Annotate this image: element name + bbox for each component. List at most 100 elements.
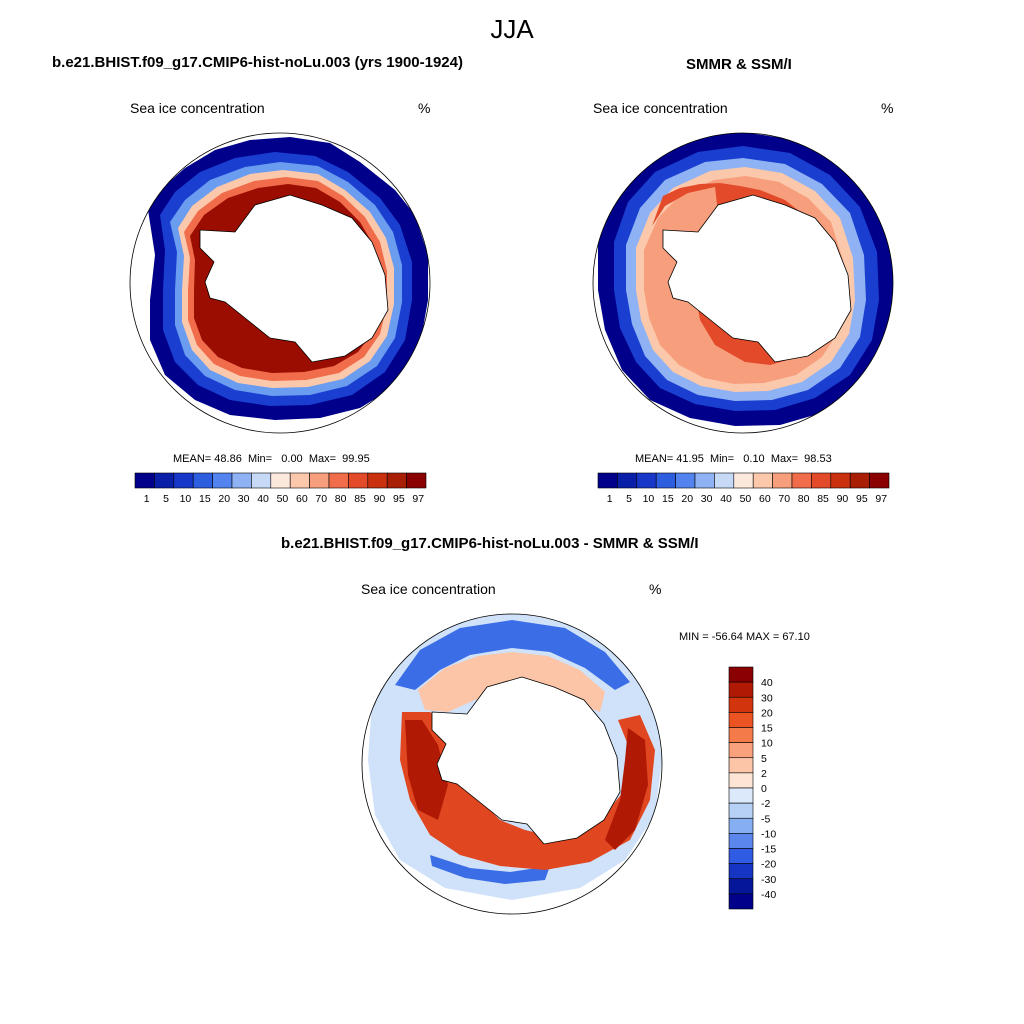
colorbar-tick-label: -15	[761, 844, 776, 856]
colorbar-swatch	[728, 893, 754, 910]
colorbar-tick-label: -40	[761, 889, 776, 901]
colorbar-swatch	[733, 472, 754, 489]
colorbar-swatch	[728, 848, 754, 864]
colorbar-tick-label: 15	[199, 493, 211, 505]
colorbar-swatch	[772, 472, 793, 489]
colorbar-tick-label: 10	[643, 493, 655, 505]
colorbar-tick-label: 5	[626, 493, 632, 505]
colorbar-swatch	[655, 472, 676, 489]
colorbar-swatch	[192, 472, 213, 489]
panel2-stats: MEAN= 41.95 Min= 0.10 Max= 98.53	[635, 453, 832, 465]
colorbar-swatch	[251, 472, 272, 489]
colorbar-tick-label: 10	[180, 493, 192, 505]
colorbar-swatch	[617, 472, 638, 489]
panel1-antarctica	[199, 194, 389, 363]
panel2-map-boundary	[592, 132, 894, 434]
panel3-stats: MIN = -56.64 MAX = 67.10	[679, 631, 810, 643]
panel1-map-boundary	[129, 132, 431, 434]
map-contour-region	[395, 620, 630, 690]
colorbar-swatch	[367, 472, 388, 489]
map-contour-region	[430, 855, 550, 884]
colorbar-tick-label: 10	[761, 738, 773, 750]
colorbar-tick-label: 5	[163, 493, 169, 505]
colorbar-swatch	[728, 681, 754, 698]
colorbar-swatch	[830, 472, 851, 489]
colorbar-swatch	[728, 802, 754, 819]
colorbar-swatch	[386, 472, 407, 489]
colorbar-tick-label: -30	[761, 874, 776, 886]
colorbar-tick-label: -20	[761, 859, 776, 871]
colorbar-swatch	[869, 472, 890, 489]
colorbar-swatch	[134, 472, 155, 489]
colorbar-tick-label: 20	[681, 493, 693, 505]
colorbar-swatch	[728, 727, 754, 743]
colorbar-swatch	[728, 863, 754, 880]
map-contour-region	[405, 720, 448, 820]
colorbar-tick-label: 80	[335, 493, 347, 505]
colorbar-swatch	[728, 742, 754, 759]
panel3-map-boundary	[361, 613, 663, 915]
figure-title: JJA	[490, 14, 534, 44]
colorbar-tick-label: 40	[720, 493, 732, 505]
colorbar-swatch	[849, 472, 870, 489]
colorbar-tick-label: 80	[798, 493, 810, 505]
panel2-antarctica	[662, 194, 852, 363]
colorbar-swatch	[752, 472, 773, 489]
colorbar-tick-label: 95	[393, 493, 405, 505]
panel2-variable-label: Sea ice concentration	[593, 100, 728, 116]
colorbar-tick-label: 30	[238, 493, 250, 505]
colorbar-tick-label: 20	[218, 493, 230, 505]
colorbar-swatch	[289, 472, 310, 489]
map-contour-region	[605, 728, 648, 850]
colorbar-swatch	[728, 817, 754, 834]
colorbar-tick-label: 5	[761, 753, 767, 765]
panel3-variable-label: Sea ice concentration	[361, 581, 496, 597]
colorbar-swatch	[231, 472, 252, 489]
colorbar-swatch	[728, 878, 754, 895]
colorbar-swatch	[636, 472, 657, 489]
colorbar-swatch	[728, 787, 754, 804]
colorbar-tick-label: 85	[354, 493, 366, 505]
colorbar-tick-label: 2	[761, 768, 767, 780]
colorbar-swatch	[714, 472, 735, 489]
colorbar-tick-label: 70	[315, 493, 327, 505]
colorbar-tick-label: 90	[374, 493, 386, 505]
panel2-title: SMMR & SSM/I	[686, 56, 792, 73]
colorbar-swatch	[728, 833, 754, 849]
colorbar-tick-label: -2	[761, 798, 770, 810]
colorbar-swatch	[154, 472, 175, 489]
colorbar-tick-label: 20	[761, 707, 773, 719]
colorbar-swatch	[309, 472, 330, 489]
colorbar-swatch	[212, 472, 233, 489]
colorbar-tick-label: 30	[761, 692, 773, 704]
colorbar-tick-label: -5	[761, 813, 770, 825]
colorbar-tick-label: 85	[817, 493, 829, 505]
colorbar-tick-label: 40	[761, 677, 773, 689]
colorbar-tick-label: -10	[761, 828, 776, 840]
panel3-title: b.e21.BHIST.f09_g17.CMIP6-hist-noLu.003 …	[281, 535, 699, 552]
colorbar-swatch	[348, 472, 369, 489]
colorbar-tick-label: 1	[607, 493, 613, 505]
colorbar-swatch	[406, 472, 427, 489]
colorbar-tick-label: 0	[761, 783, 767, 795]
colorbar-swatch	[728, 757, 754, 774]
colorbar-tick-label: 97	[875, 493, 887, 505]
colorbar-swatch	[728, 772, 754, 789]
colorbar-tick-label: 40	[257, 493, 269, 505]
colorbar-tick-label: 97	[412, 493, 424, 505]
colorbar-swatch	[811, 472, 832, 489]
colorbar-tick-label: 50	[740, 493, 752, 505]
colorbar-swatch	[270, 472, 291, 489]
colorbar-swatch	[728, 712, 754, 728]
colorbar-tick-label: 15	[761, 723, 773, 735]
panel2-units-label: %	[881, 100, 894, 116]
colorbar-swatch	[597, 472, 618, 489]
panel1-title: b.e21.BHIST.f09_g17.CMIP6-hist-noLu.003 …	[52, 54, 463, 71]
colorbar-swatch	[328, 472, 349, 489]
colorbar-tick-label: 95	[856, 493, 868, 505]
colorbar-tick-label: 15	[662, 493, 674, 505]
panel3-units-label: %	[649, 581, 662, 597]
